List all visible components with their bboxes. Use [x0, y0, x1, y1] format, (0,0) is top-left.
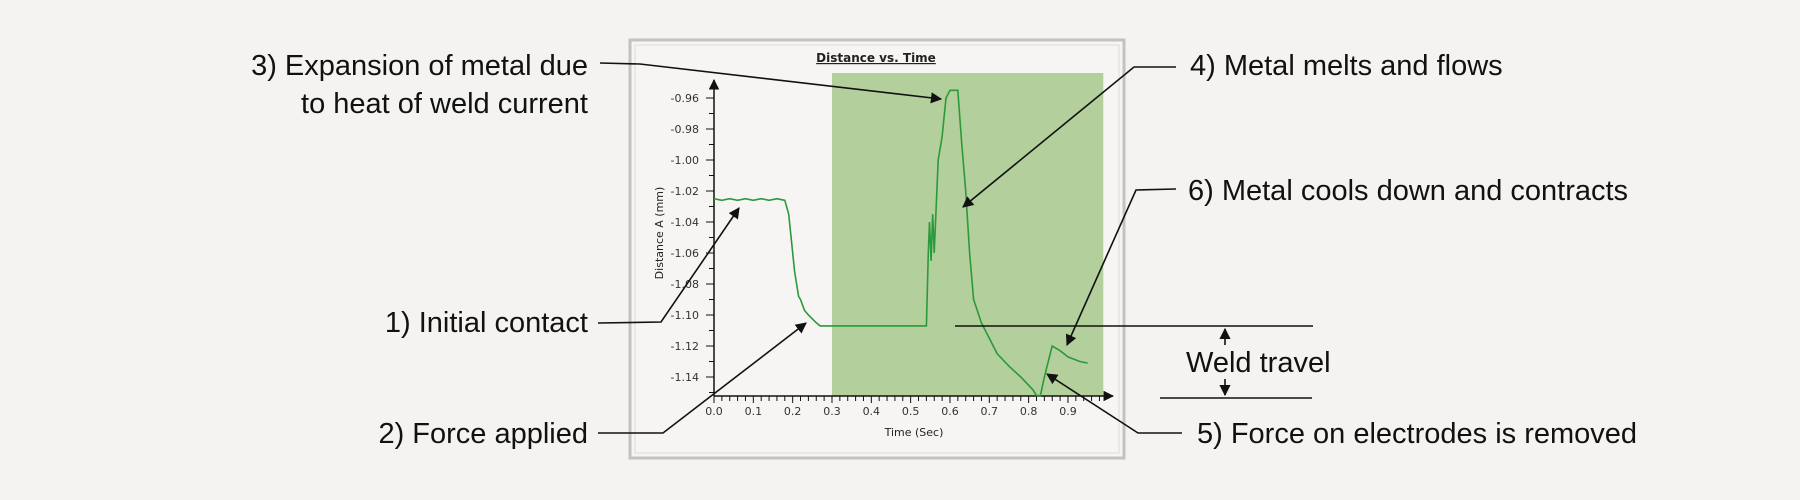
y-tick-label: -1.10	[671, 309, 699, 322]
x-tick-label: 0.8	[1020, 405, 1038, 418]
x-tick-label: 0.5	[902, 405, 920, 418]
annotation-initial-contact: 1) Initial contact	[385, 307, 588, 339]
distance-series-line	[713, 89, 1088, 397]
y-tick-label: -1.04	[671, 216, 699, 229]
x-tick-label: 0.6	[941, 405, 959, 418]
annotation-expansion-line2: to heat of weld current	[301, 88, 588, 120]
x-tick-label: 0.7	[981, 405, 999, 418]
annotation-force-applied: 2) Force applied	[378, 418, 588, 450]
y-tick-label: -1.00	[671, 154, 699, 167]
chart-title: Distance vs. Time	[816, 51, 936, 65]
leader-force-removed	[1046, 373, 1182, 434]
x-tick-label: 0.1	[745, 405, 763, 418]
x-tick-label: 0.2	[784, 405, 802, 418]
leader-force-applied	[598, 322, 807, 434]
annotation-force-removed: 5) Force on electrodes is removed	[1197, 418, 1637, 450]
leader-melts	[962, 66, 1176, 208]
x-tick-label: 0.0	[705, 405, 723, 418]
y-tick-label: -1.12	[671, 340, 699, 353]
x-axis-label: Time (Sec)	[884, 426, 944, 439]
y-tick-label: -1.02	[671, 185, 699, 198]
annotation-weld-travel: Weld travel	[1186, 347, 1331, 379]
x-tick-label: 0.9	[1059, 405, 1077, 418]
chart-inner-frame	[634, 44, 1120, 454]
annotation-melts: 4) Metal melts and flows	[1190, 50, 1503, 82]
leader-initial-contact	[597, 207, 740, 324]
leader-expansion	[599, 62, 943, 104]
annotation-cools: 6) Metal cools down and contracts	[1188, 175, 1628, 207]
x-tick-label: 0.4	[863, 405, 881, 418]
y-axis-label: Distance A (mm)	[653, 187, 666, 280]
y-tick-label: -0.98	[671, 123, 699, 136]
y-tick-label: -0.96	[671, 92, 699, 105]
x-tick-label: 0.3	[823, 405, 841, 418]
leader-cools	[1065, 188, 1177, 347]
y-tick-label: -1.06	[671, 247, 699, 260]
y-tick-label: -1.08	[671, 278, 699, 291]
annotation-expansion-line1: 3) Expansion of metal due	[251, 50, 588, 82]
y-tick-label: -1.14	[671, 371, 699, 384]
